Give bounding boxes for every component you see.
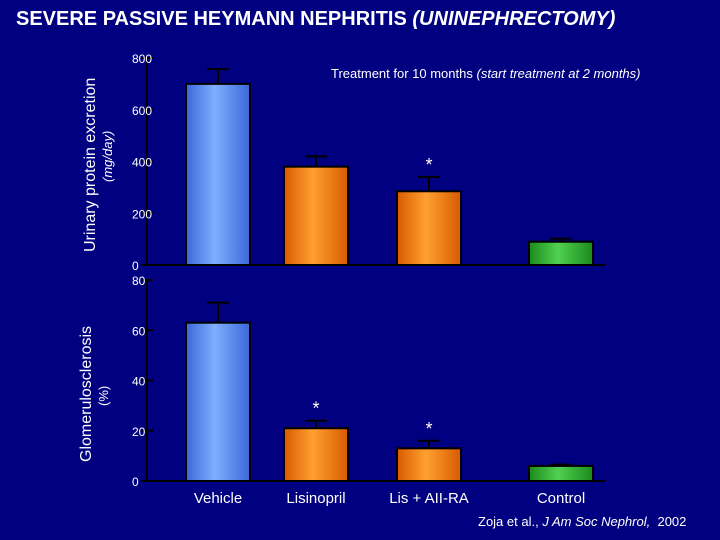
bar-lis-aii-ra [396,190,462,267]
treatment-note-italic: (start treatment at 2 months) [476,66,641,81]
y-tick-label: 20 [132,425,146,439]
bar-vehicle [185,321,251,482]
slide-title: SEVERE PASSIVE HEYMANN NEPHRITIS (UNINEP… [16,8,615,31]
bar-control [528,464,594,482]
y-tick-label: 200 [132,207,152,221]
y-tick-label: 0 [132,259,139,273]
y-tick-label: 0 [132,475,139,489]
citation-authors: Zoja et al., [478,514,539,529]
y-tick-label: 40 [132,375,146,389]
treatment-note: Treatment for 10 months (start treatment… [331,66,641,81]
bar-vehicle [185,82,251,266]
y-tick-label: 800 [132,52,152,66]
title-main: SEVERE PASSIVE HEYMANN NEPHRITIS [16,8,407,30]
y-tick-label: 400 [132,156,152,170]
bar-lisinopril [283,165,349,266]
bar-control [528,240,594,266]
significance-marker: * [425,419,432,439]
significance-marker: * [312,399,319,419]
y-tick-label: 60 [132,324,146,338]
bar-lis-aii-ra [396,447,462,482]
significance-marker: * [425,155,432,175]
x-category-label: Vehicle [194,490,242,507]
x-category-label: Lis + AII-RA [389,490,469,507]
citation: Zoja et al., J Am Soc Nephrol, 2002 [478,514,686,529]
title-paren: (UNINEPHRECTOMY) [412,8,616,30]
x-category-label: Control [537,490,585,507]
bar-lisinopril [283,427,349,482]
treatment-note-plain: Treatment for 10 months [331,66,473,81]
citation-year: 2002 [657,514,687,529]
y-tick-label: 600 [132,104,152,118]
y-tick-label: 80 [132,274,146,288]
citation-journal: J Am Soc Nephrol, [542,514,651,529]
x-category-label: Lisinopril [286,490,345,507]
